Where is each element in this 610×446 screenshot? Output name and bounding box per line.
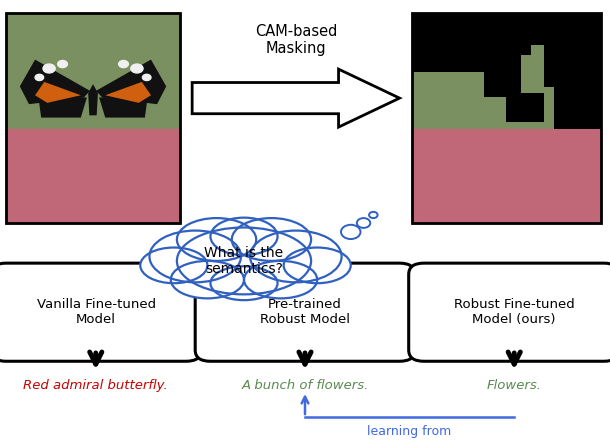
Text: CAM-based
Masking: CAM-based Masking [254,24,337,56]
FancyArrowPatch shape [302,396,308,414]
Circle shape [131,64,143,73]
Circle shape [357,218,370,228]
FancyBboxPatch shape [195,263,415,361]
Polygon shape [20,60,90,104]
FancyBboxPatch shape [553,83,601,128]
FancyBboxPatch shape [529,13,601,45]
Circle shape [43,64,56,73]
Circle shape [57,61,67,68]
Ellipse shape [244,261,317,298]
Circle shape [341,225,361,239]
Polygon shape [88,84,98,116]
Circle shape [35,74,44,81]
Ellipse shape [140,248,207,283]
Ellipse shape [250,231,342,282]
FancyBboxPatch shape [506,93,544,122]
Circle shape [118,61,128,68]
Polygon shape [105,82,151,103]
Text: Red admiral butterfly.: Red admiral butterfly. [23,379,168,392]
Polygon shape [35,82,81,103]
Text: A bunch of flowers.: A bunch of flowers. [242,379,368,392]
FancyBboxPatch shape [484,55,522,97]
FancyBboxPatch shape [0,263,201,361]
Ellipse shape [177,227,311,294]
FancyArrowPatch shape [299,352,311,364]
Ellipse shape [210,266,278,300]
Ellipse shape [177,218,256,261]
Polygon shape [38,95,87,118]
Ellipse shape [232,218,311,261]
Circle shape [142,74,151,81]
FancyArrowPatch shape [90,352,102,364]
Text: Flowers.: Flowers. [487,379,542,392]
Text: Robust Fine-tuned
Model (ours): Robust Fine-tuned Model (ours) [454,298,574,326]
FancyBboxPatch shape [412,13,484,72]
Text: Pre-trained
Robust Model: Pre-trained Robust Model [260,298,350,326]
Text: Vanilla Fine-tuned
Model: Vanilla Fine-tuned Model [37,298,156,326]
Text: What is the
semantics?: What is the semantics? [204,246,284,276]
Circle shape [369,212,378,218]
Ellipse shape [210,218,278,255]
Polygon shape [192,69,400,127]
Ellipse shape [149,231,241,282]
Ellipse shape [171,261,244,298]
FancyBboxPatch shape [544,45,601,87]
FancyBboxPatch shape [409,263,610,361]
FancyBboxPatch shape [484,13,531,55]
Polygon shape [99,95,148,118]
Ellipse shape [284,248,351,283]
FancyArrowPatch shape [508,352,520,364]
Polygon shape [96,60,166,104]
Text: learning from: learning from [367,425,452,438]
